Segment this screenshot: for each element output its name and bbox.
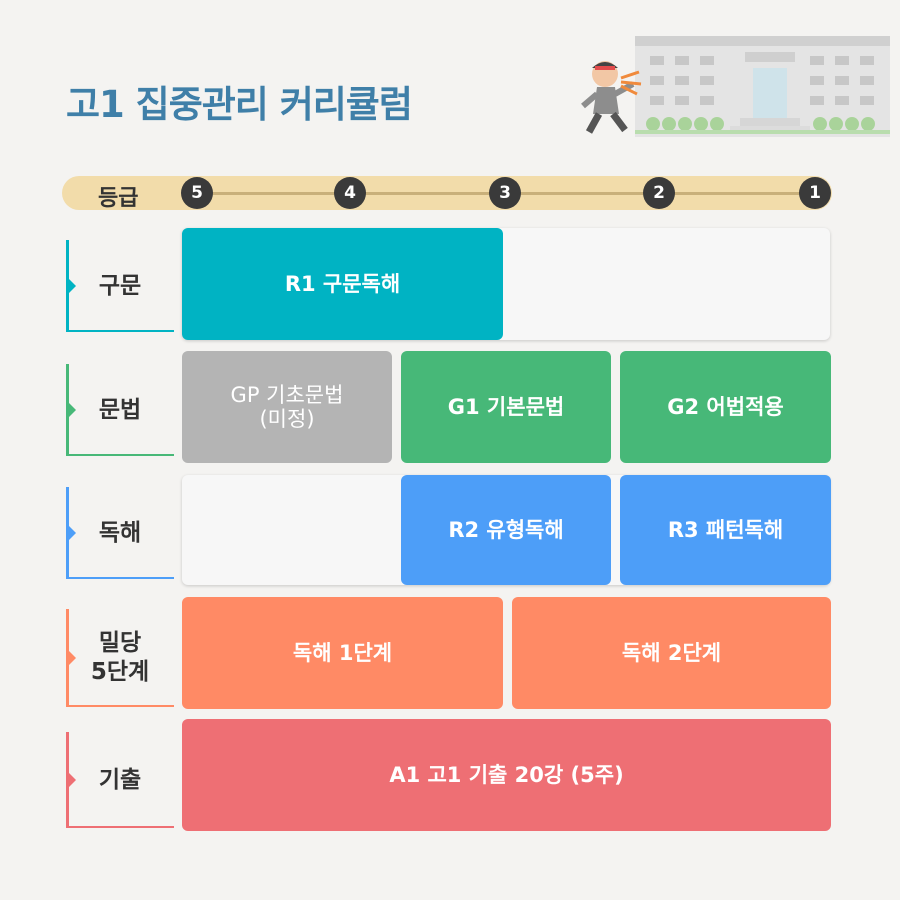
grade-step-2: 2 bbox=[643, 177, 675, 209]
row-label-mildang: 밀당 5단계 bbox=[66, 609, 174, 707]
course-block-g1: G1 기본문법 bbox=[401, 351, 611, 463]
grade-label: 등급 bbox=[98, 186, 139, 211]
grade-step-4: 4 bbox=[334, 177, 366, 209]
course-block-reading-step2: 독해 2단계 bbox=[512, 597, 831, 709]
grade-step-5: 5 bbox=[181, 177, 213, 209]
grade-step-1: 1 bbox=[799, 177, 831, 209]
course-block-reading-step1: 독해 1단계 bbox=[182, 597, 503, 709]
row-label-syntax: 구문 bbox=[66, 240, 174, 332]
course-block-a1: A1 고1 기출 20강 (5주) bbox=[182, 719, 831, 831]
row-label-grammar: 문법 bbox=[66, 364, 174, 456]
row-label-exam: 기출 bbox=[66, 732, 174, 828]
row-label-reading: 독해 bbox=[66, 487, 174, 579]
grade-step-3: 3 bbox=[489, 177, 521, 209]
page-title: 고1 집중관리 커리큘럼 bbox=[66, 83, 413, 126]
course-block-r3: R3 패턴독해 bbox=[620, 475, 831, 585]
course-block-r1: R1 구문독해 bbox=[182, 228, 503, 340]
course-block-r2: R2 유형독해 bbox=[401, 475, 611, 585]
course-block-gp: GP 기초문법 (미정) bbox=[182, 351, 392, 463]
course-block-g2: G2 어법적용 bbox=[620, 351, 831, 463]
school-illustration bbox=[581, 36, 890, 137]
